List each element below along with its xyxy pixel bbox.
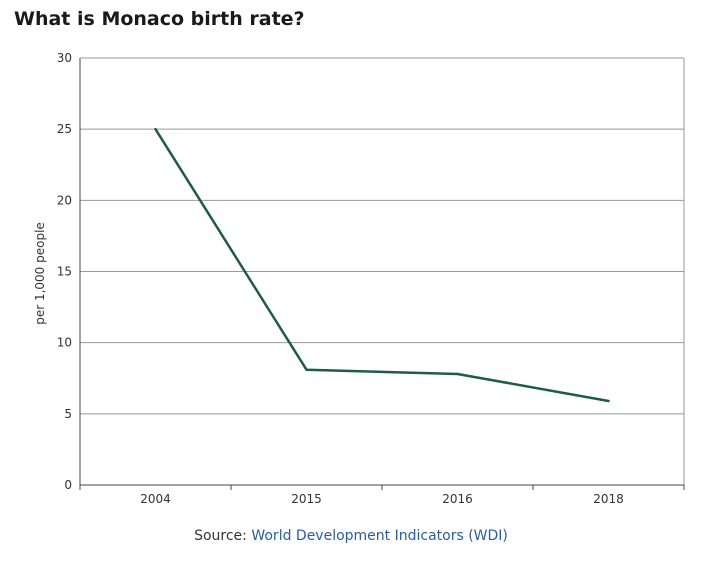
x-tick-label: 2018 (593, 492, 624, 506)
y-axis-label: per 1,000 people (33, 222, 47, 325)
series-line (154, 127, 610, 403)
data-point (154, 127, 157, 131)
x-tick-label: 2004 (140, 492, 171, 506)
x-tick-label: 2015 (291, 492, 322, 506)
y-tick-label: 10 (57, 336, 72, 350)
x-tick-labels: 2004 2015 2016 2018 (140, 492, 624, 506)
axes (79, 57, 685, 490)
data-point (456, 372, 459, 376)
source-link[interactable]: World Development Indicators (WDI) (251, 528, 508, 544)
y-tick-label: 20 (57, 193, 72, 207)
data-point (607, 399, 610, 403)
y-tick-label: 25 (57, 122, 72, 136)
y-tick-label: 15 (57, 265, 72, 279)
source-note: Source: World Development Indicators (WD… (0, 528, 702, 544)
y-tick-label: 30 (57, 51, 72, 65)
y-tick-labels: 0 5 10 15 20 25 30 (57, 51, 72, 492)
y-tick-label: 5 (64, 407, 72, 421)
grid-lines (80, 57, 684, 415)
x-tick-label: 2016 (442, 492, 473, 506)
chart-title: What is Monaco birth rate? (14, 8, 305, 30)
series-layer (154, 127, 610, 403)
y-tick-label: 0 (64, 478, 72, 492)
data-point (305, 368, 308, 371)
source-label: Source: (194, 528, 247, 544)
